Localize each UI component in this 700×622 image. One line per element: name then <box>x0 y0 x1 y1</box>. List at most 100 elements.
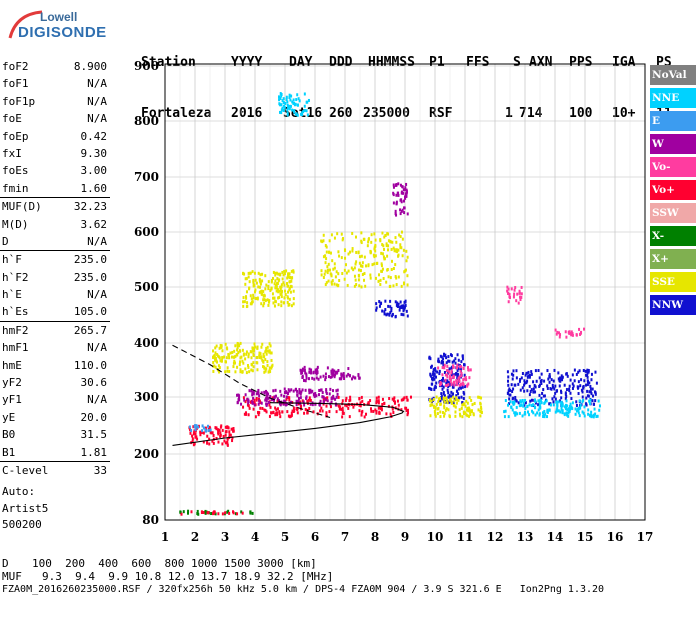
data-point <box>301 367 304 371</box>
data-point <box>538 405 541 409</box>
data-point <box>290 285 293 289</box>
data-point <box>448 415 451 419</box>
data-point <box>254 415 257 419</box>
data-point <box>286 113 289 117</box>
data-point <box>261 342 264 346</box>
data-point <box>460 360 463 364</box>
data-point <box>345 263 348 267</box>
data-point <box>226 426 229 430</box>
data-point <box>340 407 343 411</box>
data-point <box>279 273 282 277</box>
data-point <box>546 415 549 419</box>
data-point <box>568 405 571 409</box>
data-point <box>302 400 305 404</box>
data-point <box>405 190 408 194</box>
data-point <box>189 428 192 432</box>
data-point <box>532 390 535 394</box>
data-point <box>293 109 296 113</box>
data-point <box>307 398 310 402</box>
data-point <box>291 100 294 104</box>
data-point <box>292 297 295 301</box>
data-point <box>279 389 282 393</box>
data-point <box>347 406 350 410</box>
data-point <box>327 279 330 283</box>
data-point <box>359 401 362 405</box>
data-point <box>532 411 535 415</box>
data-point <box>215 426 218 430</box>
data-point <box>433 386 436 390</box>
data-point <box>443 370 446 374</box>
data-point <box>381 267 384 271</box>
data-point <box>448 370 451 374</box>
param-name: foF2 <box>2 60 29 73</box>
data-point <box>303 368 306 372</box>
param-row: yF2 30.6 <box>0 374 110 391</box>
data-point <box>280 111 283 115</box>
data-point <box>295 98 298 102</box>
data-point <box>569 402 572 406</box>
data-point <box>577 411 580 415</box>
data-point <box>285 95 288 99</box>
data-point <box>195 424 198 428</box>
data-point <box>385 412 388 416</box>
data-point <box>272 410 275 414</box>
data-point <box>543 379 546 383</box>
data-point <box>343 277 346 281</box>
data-point <box>506 289 509 293</box>
data-point <box>322 398 325 402</box>
data-point <box>236 512 239 516</box>
data-point <box>251 369 254 373</box>
param-row: hmF2 265.7 <box>0 322 110 339</box>
data-point <box>248 389 251 393</box>
data-point <box>409 395 412 399</box>
data-point <box>257 397 260 401</box>
data-point <box>278 289 281 293</box>
x-tick-label: 9 <box>401 530 409 544</box>
data-point <box>561 411 564 415</box>
data-point <box>540 378 543 382</box>
data-point <box>292 269 295 273</box>
param-row: foF1 N/A <box>0 75 110 92</box>
data-point <box>227 426 230 430</box>
data-point <box>564 330 567 334</box>
data-point <box>224 433 227 437</box>
data-point <box>471 403 474 407</box>
data-point <box>278 295 281 299</box>
param-value: N/A <box>87 77 107 91</box>
data-point <box>402 309 405 313</box>
data-point <box>290 276 293 280</box>
data-point <box>277 272 280 276</box>
data-point <box>557 377 560 381</box>
data-point <box>313 393 316 397</box>
data-point <box>212 349 215 353</box>
data-point <box>266 360 269 364</box>
data-point <box>582 368 585 372</box>
param-value: 3.62 <box>80 217 108 231</box>
param-value: N/A <box>87 288 107 302</box>
data-point <box>370 240 373 244</box>
param-value: 235.0 <box>73 253 107 267</box>
data-point <box>303 403 306 407</box>
data-point <box>524 373 527 377</box>
data-point <box>450 366 453 370</box>
data-point <box>268 403 271 407</box>
data-point <box>322 400 325 404</box>
data-point <box>514 413 517 417</box>
data-point <box>590 392 593 396</box>
data-point <box>458 412 461 416</box>
data-point <box>528 413 531 417</box>
data-point <box>594 412 597 416</box>
data-point <box>463 412 466 416</box>
data-point <box>526 404 529 408</box>
data-point <box>238 394 241 398</box>
data-point <box>428 355 431 359</box>
param-value: 3.00 <box>80 164 108 178</box>
data-point <box>554 397 557 401</box>
data-point <box>565 399 568 403</box>
data-point <box>389 412 392 416</box>
data-point <box>394 209 397 213</box>
data-point <box>555 389 558 393</box>
data-point <box>208 425 211 429</box>
data-point <box>300 112 303 116</box>
data-point <box>591 399 594 403</box>
